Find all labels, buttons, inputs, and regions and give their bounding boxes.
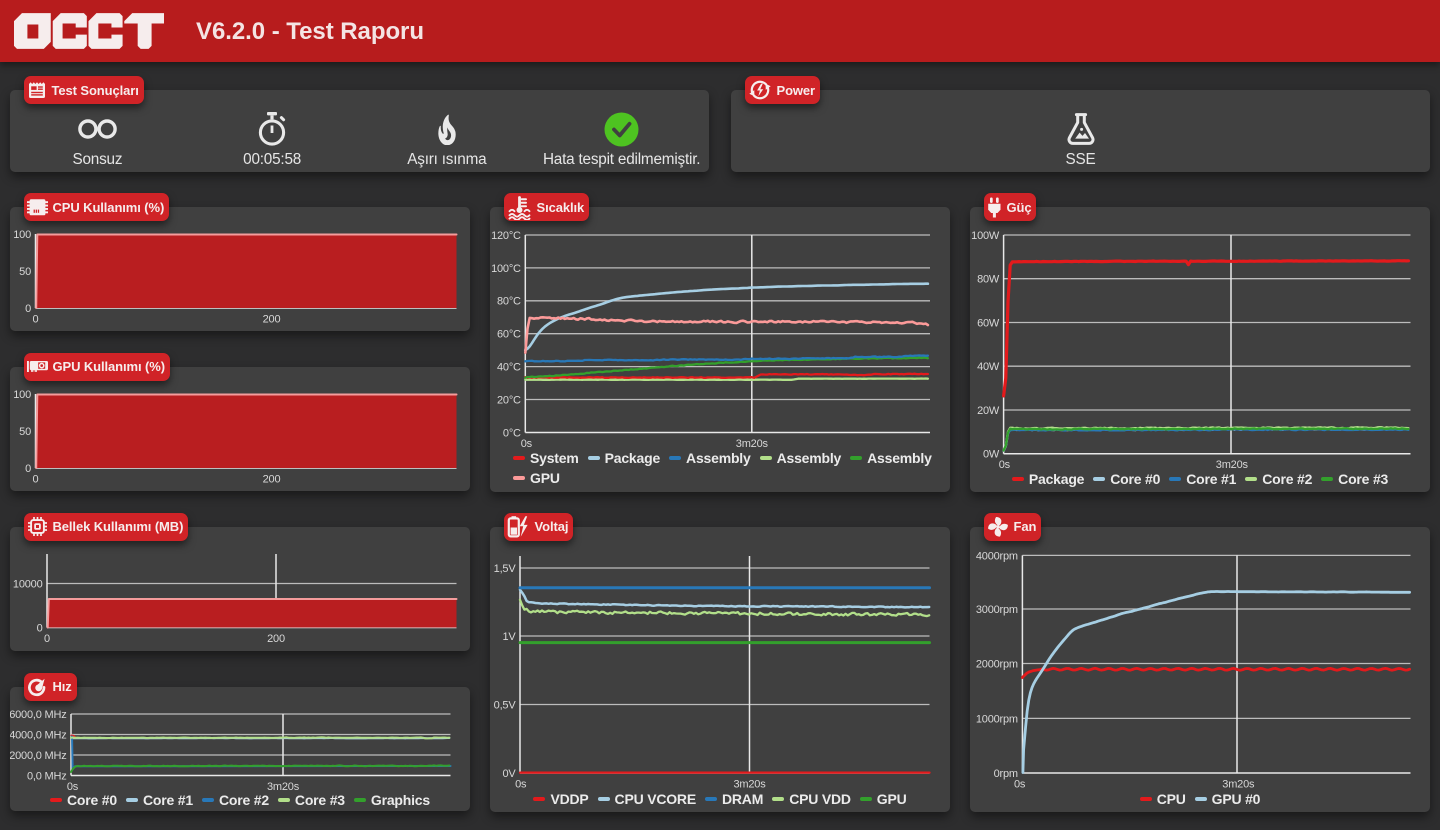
svg-text:4000rpm: 4000rpm	[976, 550, 1018, 562]
svg-text:100: 100	[13, 229, 31, 241]
svg-text:0V: 0V	[502, 767, 516, 779]
svg-text:40W: 40W	[977, 361, 1000, 373]
svg-text:0: 0	[37, 622, 43, 634]
svg-text:80°C: 80°C	[497, 296, 521, 308]
svg-text:1V: 1V	[502, 630, 516, 642]
svg-text:60W: 60W	[977, 317, 1000, 329]
svg-text:50: 50	[19, 425, 31, 437]
svg-text:3m20s: 3m20s	[733, 778, 766, 790]
svg-text:0: 0	[33, 313, 39, 325]
svg-text:0: 0	[25, 303, 31, 315]
svg-text:50: 50	[19, 266, 31, 278]
svg-text:0°C: 0°C	[503, 427, 521, 439]
svg-text:3m20s: 3m20s	[1216, 459, 1249, 471]
svg-text:0: 0	[25, 462, 31, 474]
svg-text:0: 0	[44, 632, 50, 644]
svg-text:100°C: 100°C	[491, 263, 521, 275]
svg-text:0s: 0s	[1014, 778, 1026, 790]
svg-text:200: 200	[267, 632, 285, 644]
svg-text:0s: 0s	[521, 438, 533, 450]
svg-text:2000,0 MHz: 2000,0 MHz	[10, 749, 67, 761]
svg-text:0rpm: 0rpm	[994, 767, 1018, 779]
svg-text:0s: 0s	[67, 780, 79, 792]
svg-text:0W: 0W	[983, 449, 1000, 461]
svg-text:200: 200	[263, 313, 281, 325]
svg-text:0,5V: 0,5V	[494, 699, 517, 711]
svg-text:100: 100	[13, 388, 31, 400]
svg-text:100W: 100W	[971, 230, 1000, 242]
svg-text:3000rpm: 3000rpm	[976, 603, 1018, 615]
svg-text:80W: 80W	[977, 274, 1000, 286]
svg-text:20W: 20W	[977, 405, 1000, 417]
svg-text:1000rpm: 1000rpm	[976, 713, 1018, 725]
svg-text:4000,0 MHz: 4000,0 MHz	[10, 729, 67, 741]
svg-text:20°C: 20°C	[497, 394, 521, 406]
svg-text:0,0 MHz: 0,0 MHz	[27, 770, 67, 782]
svg-text:3m20s: 3m20s	[736, 438, 769, 450]
svg-text:3m20s: 3m20s	[1222, 778, 1255, 790]
svg-text:3m20s: 3m20s	[267, 780, 300, 792]
svg-text:0s: 0s	[515, 778, 527, 790]
svg-text:200: 200	[263, 473, 281, 485]
svg-text:10000: 10000	[13, 578, 43, 590]
svg-text:6000,0 MHz: 6000,0 MHz	[10, 708, 67, 720]
svg-text:1,5V: 1,5V	[494, 562, 517, 574]
svg-text:0: 0	[33, 473, 39, 485]
svg-text:120°C: 120°C	[491, 230, 521, 242]
svg-text:2000rpm: 2000rpm	[976, 658, 1018, 670]
svg-text:40°C: 40°C	[497, 361, 521, 373]
svg-text:0s: 0s	[999, 459, 1011, 471]
svg-text:60°C: 60°C	[497, 329, 521, 341]
